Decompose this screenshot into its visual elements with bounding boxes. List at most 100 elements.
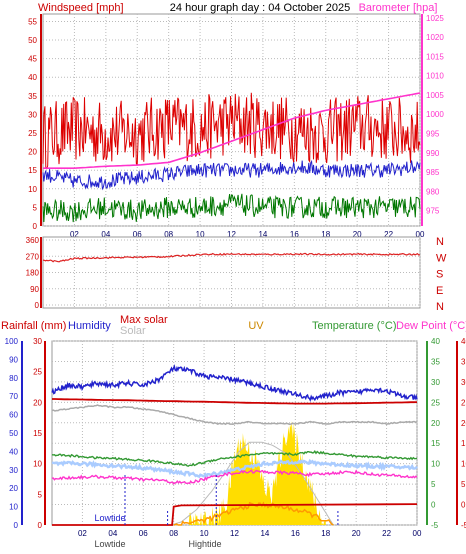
direction-tick-label: 90 [30, 285, 39, 294]
wind-tick-label: 40 [28, 73, 37, 82]
wind-tick-label: 0 [33, 222, 38, 231]
x-tick-label: 16 [290, 230, 299, 239]
x-tick-label: 18 [321, 230, 330, 239]
temperature-axis-label: Temperature (°C) [312, 320, 396, 332]
humidity-tick-label: 40 [9, 447, 18, 456]
temp-tick-label: 0 [431, 501, 436, 510]
baro-tick-label: 1025 [426, 14, 444, 23]
multi-x-ticks: 02 04 06 08 10 12 14 16 18 20 22 00 [78, 529, 422, 538]
compass-label: N [436, 301, 444, 313]
wind-axis-ticks: 0 5 10 15 20 25 30 35 40 45 50 55 [28, 17, 37, 231]
dew-tick-label: 10 [461, 460, 466, 469]
dew-tick-label: 0 [461, 501, 466, 510]
baro-tick-label: 990 [426, 149, 440, 158]
direction-line [42, 252, 421, 263]
lowtide-bottom-label: Lowtide [94, 539, 125, 549]
humidity-tick-label: 90 [9, 355, 18, 364]
max-solar-line [52, 398, 418, 405]
baro-tick-label: 1015 [426, 52, 444, 61]
baro-tick-label: 980 [426, 187, 440, 196]
baro-tick-label: 995 [426, 129, 440, 138]
x-tick-label: 20 [352, 529, 361, 538]
x-tick-label: 18 [321, 529, 330, 538]
dew-tick-label: 20 [461, 419, 466, 428]
humidity-tick-label: 20 [9, 484, 18, 493]
humidity-tick-label: 30 [9, 466, 18, 475]
x-tick-label: 20 [353, 230, 362, 239]
wind-axis-label: Windspeed [mph] [38, 2, 124, 14]
gust-line [42, 92, 421, 170]
x-tick-label: 04 [108, 529, 117, 538]
hightide-bottom-label: Hightide [188, 539, 221, 549]
direction-tick-label: 270 [26, 252, 40, 261]
dew-tick-label: 30 [461, 378, 466, 387]
x-tick-label: 16 [291, 529, 300, 538]
rain-tick-label: 10 [33, 460, 42, 469]
x-tick-label: 14 [258, 230, 267, 239]
baro-tick-label: 985 [426, 168, 440, 177]
temperature-line [51, 449, 418, 467]
x-tick-label: 00 [416, 230, 425, 239]
temp-tick-label: 5 [431, 480, 436, 489]
dew-tick-label: -5 [461, 521, 466, 530]
wind-tick-label: 45 [28, 55, 37, 64]
temp-tick-label: 15 [431, 439, 440, 448]
direction-axis-ticks: 360 270 180 90 0 [26, 236, 40, 310]
wind-tick-label: 50 [28, 36, 37, 45]
dew-tick-label: 15 [461, 439, 466, 448]
compass-label: S [436, 269, 443, 281]
x-tick-label: 12 [230, 529, 239, 538]
average-line [42, 159, 421, 191]
rain-tick-label: 30 [33, 337, 42, 346]
wind-tick-label: 35 [28, 92, 37, 101]
humidity-line [51, 364, 418, 403]
compass-label: E [436, 285, 443, 297]
temp-tick-label: 20 [431, 419, 440, 428]
humidity-tick-label: 80 [9, 374, 18, 383]
x-tick-label: 02 [78, 529, 87, 538]
wind-tick-label: 25 [28, 129, 37, 138]
baro-tick-label: 1010 [426, 72, 444, 81]
light-blue-line [51, 458, 418, 479]
wind-tick-label: 55 [28, 17, 37, 26]
rain-line [52, 503, 418, 526]
x-tick-label: 00 [413, 529, 422, 538]
x-tick-label: 04 [101, 230, 110, 239]
baro-tick-label: 1000 [426, 110, 444, 119]
direction-series [42, 252, 421, 263]
dew-tick-label: 5 [461, 480, 466, 489]
compass-label: N [436, 236, 444, 248]
temp-tick-label: 40 [431, 337, 440, 346]
wind-series [42, 92, 421, 223]
chart-title: 24 hour graph day : 04 October 2025 [170, 2, 350, 14]
humidity-tick-label: 0 [14, 521, 19, 530]
max-solar-label: Max solar [120, 314, 168, 326]
rain-tick-label: 20 [33, 398, 42, 407]
x-tick-label: 06 [139, 529, 148, 538]
direction-chart-grid [40, 237, 421, 308]
rain-tick-label: 15 [33, 429, 42, 438]
rain-tick-label: 25 [33, 368, 42, 377]
temp-tick-label: 10 [431, 460, 440, 469]
uv-area [188, 421, 326, 525]
rain-axis-label: Rainfall (mm) [1, 320, 66, 332]
baro-tick-label: 1020 [426, 33, 444, 42]
baro-tick-label: 975 [426, 207, 440, 216]
dew-tick-label: 40 [461, 337, 466, 346]
x-tick-label: 10 [196, 230, 205, 239]
direction-tick-label: 360 [26, 236, 40, 245]
dew-point-line [51, 469, 418, 485]
baro-axis-label: Barometer [hpa] [359, 2, 438, 14]
direction-tick-label: 0 [35, 301, 40, 310]
max-solar-curve [170, 441, 334, 526]
barometer-line [43, 92, 421, 169]
temp-tick-label: -5 [431, 521, 439, 530]
lull-line [42, 193, 421, 223]
x-tick-label: 22 [382, 529, 391, 538]
humidity-tick-label: 70 [9, 392, 18, 401]
x-tick-label: 08 [164, 230, 173, 239]
baro-tick-label: 1005 [426, 91, 444, 100]
x-tick-label: 12 [227, 230, 236, 239]
